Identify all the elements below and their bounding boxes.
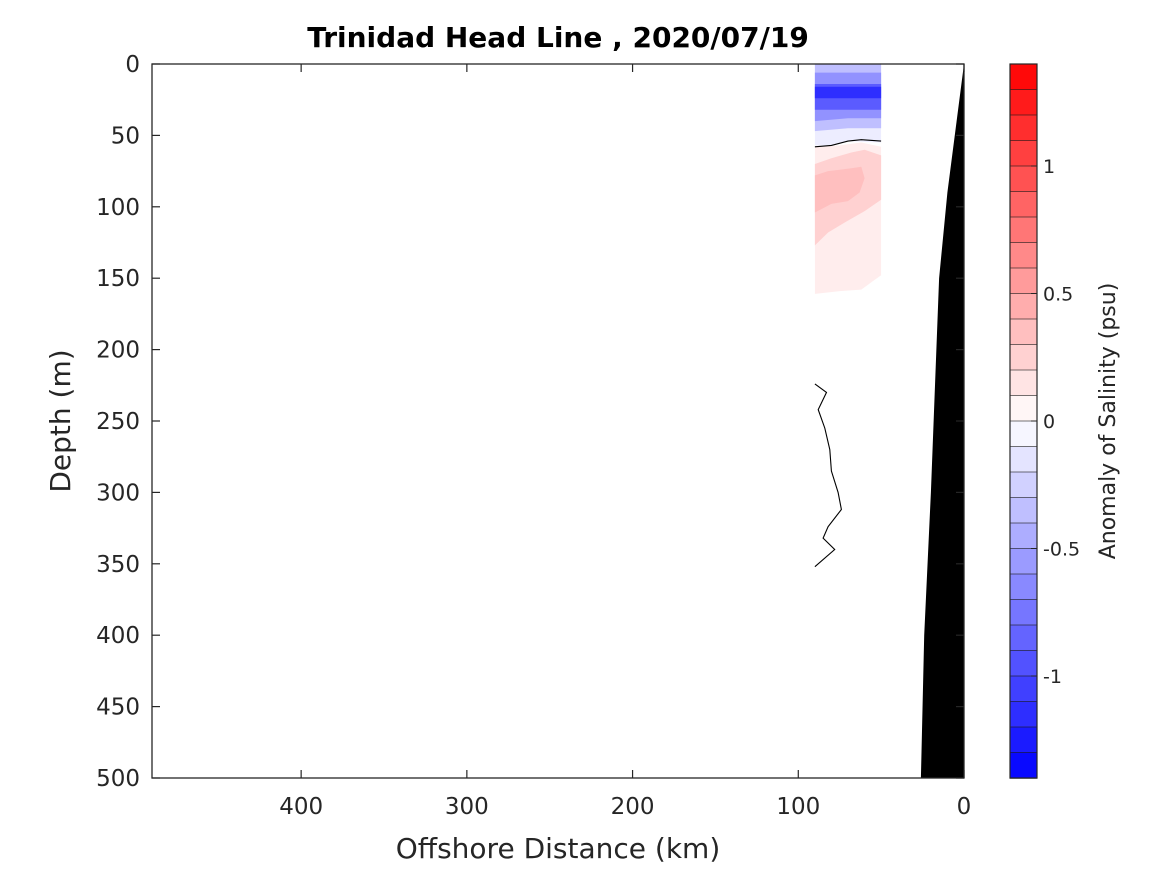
colorbar-swatch: [1009, 293, 1038, 320]
colorbar-swatch: [1009, 140, 1038, 167]
x-tick-label: 400: [279, 794, 323, 820]
colorbar-swatch: [1009, 675, 1038, 703]
y-tick-label: 200: [96, 338, 140, 364]
y-tick-label: 500: [96, 766, 140, 792]
bathymetry-seafloor: [920, 64, 964, 778]
colorbar-swatch: [1009, 497, 1038, 524]
colorbar-swatch: [1009, 267, 1038, 295]
chart-title: Trinidad Head Line , 2020/07/19: [307, 21, 809, 54]
colorbar-swatch: [1009, 420, 1038, 448]
colorbar: 1 0.5 0 -0.5 -1: [1009, 63, 1080, 779]
colorbar-swatch: [1009, 114, 1038, 142]
x-tick-label: 0: [957, 794, 972, 820]
colorbar-swatch: [1009, 344, 1038, 371]
colorbar-swatch: [1009, 89, 1038, 116]
y-tick-label: 350: [96, 552, 140, 578]
colorbar-tick-label: -0.5: [1043, 539, 1080, 561]
x-tick-label: 300: [445, 794, 489, 820]
anomaly-region: [814, 166, 865, 213]
colorbar-swatch: [1009, 548, 1038, 575]
y-tick-label: 400: [96, 623, 140, 649]
zero-contour-line: [814, 139, 882, 148]
colorbar-tick-label: 0.5: [1043, 284, 1073, 306]
colorbar-swatch: [1009, 522, 1038, 550]
colorbar-tick-label: -1: [1043, 666, 1062, 688]
colorbar-swatch: [1009, 752, 1038, 779]
y-tick-label: 300: [96, 480, 140, 506]
colorbar-swatch: [1009, 216, 1038, 244]
plot-area: [814, 64, 964, 778]
axes: 400 300 200 100 0 0 50 100 150 200 250 300 350 400 450…: [96, 52, 971, 820]
colorbar-swatch: [1009, 650, 1038, 677]
y-axis-label: Depth (m): [44, 349, 77, 492]
y-tick-label: 150: [96, 266, 140, 292]
colorbar-swatch: [1009, 63, 1038, 91]
y-tick-label: 100: [96, 195, 140, 221]
colorbar-label: Anomaly of Salinity (psu): [1096, 283, 1121, 560]
anomaly-region: [814, 86, 882, 99]
colorbar-swatch: [1009, 191, 1038, 218]
colorbar-swatch: [1009, 165, 1038, 193]
zero-contour-line: [814, 383, 842, 568]
y-tick-label: 0: [125, 52, 140, 78]
x-tick-label: 200: [611, 794, 655, 820]
colorbar-tick-label: 1: [1043, 156, 1055, 178]
colorbar-swatch: [1009, 242, 1038, 269]
colorbar-swatch: [1009, 599, 1038, 626]
x-tick-label: 100: [776, 794, 820, 820]
colorbar-swatch: [1009, 701, 1038, 728]
y-tick-label: 450: [96, 695, 140, 721]
colorbar-swatch: [1009, 446, 1038, 473]
colorbar-tick-label: 0: [1043, 411, 1055, 433]
colorbar-swatch: [1009, 369, 1038, 397]
colorbar-swatch: [1009, 624, 1038, 652]
y-tick-label: 250: [96, 409, 140, 435]
colorbar-swatch: [1009, 471, 1038, 499]
colorbar-swatch: [1009, 726, 1038, 754]
colorbar-swatch: [1009, 573, 1038, 601]
colorbar-swatch: [1009, 318, 1038, 346]
colorbar-swatch: [1009, 395, 1038, 422]
x-axis-label: Offshore Distance (km): [396, 832, 721, 865]
y-tick-label: 50: [111, 123, 140, 149]
